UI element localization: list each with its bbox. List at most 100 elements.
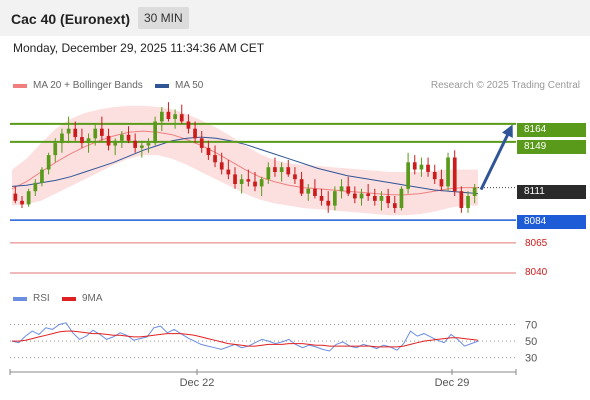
candle-body [446,157,450,187]
rsi-tick-label: 70 [525,319,537,331]
legend-ma20: MA 20 + Bollinger Bands [13,80,143,91]
candle-body [326,200,331,206]
candle-body [199,138,204,148]
rsi-panel: 70 50 30 [10,319,537,365]
candle-body [160,111,164,122]
candle-body [246,179,251,182]
candle-body [319,196,324,201]
candle-body [366,193,370,196]
ma50-label: MA 50 [175,80,204,91]
candle-body [80,137,84,144]
candle-body [40,169,44,183]
time-axis-label: Dec 29 [435,377,470,389]
candle-body [146,143,151,146]
candle-body [406,162,410,189]
candle-body [26,191,31,205]
candlesticks [13,102,477,213]
candle-body [299,179,304,194]
candle-body [339,186,344,192]
candle-body [120,134,124,141]
forecast-arrow-head [502,124,513,138]
candle-body [459,191,464,208]
candle-body [379,196,384,201]
rsi-label: RSI [33,293,50,304]
research-credit: Research © 2025 Trading Central [430,80,580,91]
candle-body [253,181,257,187]
forecast-arrow [479,124,513,191]
candle-body [279,167,284,172]
rsi-swatch [13,296,27,301]
candle-body [133,140,137,148]
candle-body [419,164,424,170]
candle-body [33,182,38,192]
candle-body [213,155,217,163]
candle-body [206,147,211,156]
candle-body [226,169,231,175]
candle-body [452,157,457,192]
candle-body [93,128,98,139]
candle-body [472,187,477,196]
candle-body [140,145,144,148]
candle-body [113,140,118,146]
candle-body [239,179,244,184]
candle-body [53,143,58,156]
legend-rsi: RSI [13,293,50,304]
ma50-line [11,136,479,195]
resistance-tag-1: 8164 [517,123,586,137]
header-bar: Cac 40 (Euronext) 30 MIN [0,0,590,36]
candle-body [100,128,104,136]
rsi-ma-label: 9MA [82,293,103,304]
time-axis: Dec 22 Dec 29 [9,369,517,389]
rsi-ma-swatch [62,296,76,301]
candle-body [219,162,224,170]
candle-body [106,135,111,146]
timestamp: Monday, December 29, 2025 11:34:36 AM CE… [13,41,265,55]
forecast-arrow-shaft [479,129,512,191]
rsi-tick-label: 50 [525,336,537,348]
time-axis-label: Dec 22 [180,377,215,389]
candle-body [179,114,184,122]
candle-body [20,200,24,205]
candle-body [186,121,191,129]
candle-body [386,196,390,204]
candle-body [393,203,397,208]
target-label-2: 8040 [525,267,548,278]
price-levels [10,122,516,274]
candle-body [439,179,444,187]
legend-ma50: MA 50 [155,80,203,91]
candle-body [233,174,237,184]
candle-body [353,193,357,199]
candle-body [412,162,417,170]
target-label-1: 8065 [525,238,548,249]
candle-body [46,155,51,170]
rsi-line [11,322,479,352]
candle-body [153,121,157,144]
support-tag: 8084 [517,215,586,229]
legend-rsi-ma: 9MA [62,293,103,304]
ma50-swatch [155,83,169,88]
candle-body [426,164,430,172]
candle-body [306,188,311,194]
candle-body [173,114,177,119]
interval-button[interactable]: 30 MIN [138,7,189,29]
candle-body [399,188,404,208]
candle-body [60,133,64,144]
candle-body [166,111,171,119]
candle-body [13,193,18,201]
candle-body [359,193,364,199]
rsi-ma-line [12,330,479,348]
candle-body [286,167,291,175]
last-price-tag: 8111 [517,185,586,199]
candle-body [432,172,437,180]
candle-body [273,167,277,172]
resistance-tag-2: 8149 [517,140,586,154]
candle-body [259,179,264,187]
candle-body [333,191,337,206]
candle-body [66,128,71,134]
instrument-title: Cac 40 (Euronext) [11,11,131,27]
candle-body [193,128,197,139]
rsi-tick-label: 30 [525,353,537,365]
candle-body [313,188,317,196]
